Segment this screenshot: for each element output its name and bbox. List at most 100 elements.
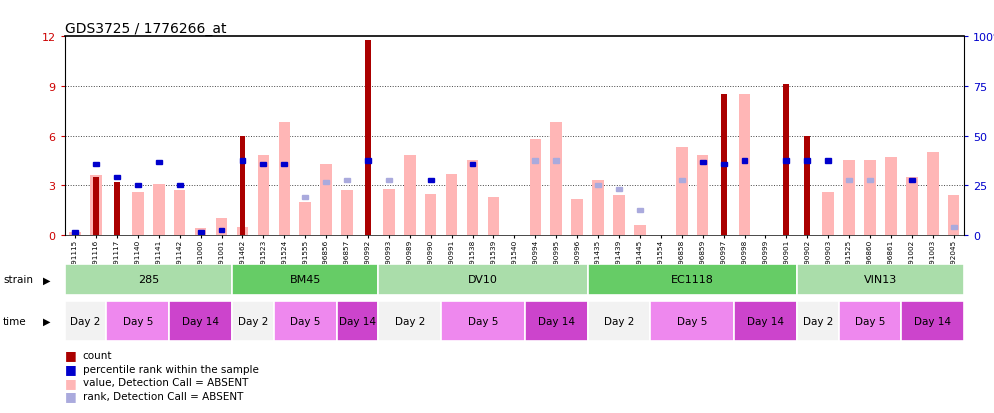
Text: Day 14: Day 14 — [914, 316, 951, 326]
Bar — [337, 301, 379, 341]
Text: count: count — [83, 350, 112, 360]
Bar — [951, 225, 956, 229]
Text: DV10: DV10 — [468, 275, 498, 285]
Bar — [379, 264, 587, 295]
Bar — [93, 162, 99, 166]
Bar — [488, 197, 499, 235]
Bar — [441, 301, 525, 341]
Bar — [260, 162, 266, 166]
Bar — [867, 179, 873, 183]
Bar — [153, 184, 164, 235]
Bar — [299, 202, 311, 235]
Bar — [804, 136, 810, 235]
Bar — [721, 95, 727, 235]
Bar — [132, 192, 143, 235]
Bar — [572, 199, 582, 235]
Bar — [721, 162, 727, 166]
Bar — [169, 301, 232, 341]
Bar — [365, 159, 371, 163]
Bar — [379, 301, 441, 341]
Text: ▶: ▶ — [43, 275, 51, 285]
Bar — [822, 192, 834, 235]
Bar — [797, 264, 964, 295]
Bar — [533, 159, 538, 163]
Bar — [278, 123, 290, 235]
Bar — [323, 180, 329, 185]
Bar — [273, 301, 337, 341]
Bar — [257, 156, 269, 235]
Text: GDS3725 / 1776266_at: GDS3725 / 1776266_at — [65, 22, 226, 36]
Bar — [697, 156, 709, 235]
Bar — [344, 179, 350, 183]
Bar — [232, 264, 379, 295]
Bar — [135, 184, 141, 188]
Text: rank, Detection Call = ABSENT: rank, Detection Call = ABSENT — [83, 391, 243, 401]
Bar — [595, 184, 601, 188]
Bar — [467, 161, 478, 235]
Text: 285: 285 — [137, 275, 159, 285]
Text: BM45: BM45 — [289, 275, 321, 285]
Bar — [114, 183, 120, 235]
Bar — [219, 228, 225, 233]
Bar — [907, 178, 917, 235]
Bar — [676, 148, 688, 235]
Text: Day 2: Day 2 — [395, 316, 425, 326]
Bar — [93, 178, 99, 235]
Bar — [174, 191, 186, 235]
Bar — [216, 219, 228, 235]
Bar — [240, 136, 246, 235]
Bar — [613, 196, 625, 235]
Bar — [554, 159, 560, 163]
Text: Day 14: Day 14 — [746, 316, 784, 326]
Text: Day 14: Day 14 — [182, 316, 219, 326]
Bar — [783, 159, 789, 163]
Bar — [927, 153, 938, 235]
Bar — [525, 301, 587, 341]
Text: ■: ■ — [65, 362, 77, 375]
Bar — [114, 176, 120, 180]
Text: time: time — [3, 316, 27, 326]
Bar — [825, 159, 831, 163]
Bar — [734, 301, 797, 341]
Bar — [446, 174, 457, 235]
Bar — [365, 40, 371, 235]
Bar — [73, 231, 78, 235]
Bar — [804, 159, 810, 163]
Bar — [302, 195, 308, 199]
Text: strain: strain — [3, 275, 33, 285]
Text: Day 14: Day 14 — [538, 316, 575, 326]
Bar — [106, 301, 169, 341]
Bar — [797, 301, 839, 341]
Bar — [551, 123, 562, 235]
Text: EC1118: EC1118 — [671, 275, 714, 285]
Bar — [281, 162, 287, 166]
Bar — [587, 301, 650, 341]
Text: Day 2: Day 2 — [802, 316, 833, 326]
Bar — [846, 179, 852, 183]
Bar — [679, 179, 685, 183]
Bar — [320, 164, 332, 235]
Bar — [616, 187, 622, 191]
Bar — [70, 233, 81, 235]
Bar — [404, 156, 415, 235]
Bar — [65, 301, 106, 341]
Bar — [386, 179, 392, 183]
Text: Day 5: Day 5 — [122, 316, 153, 326]
Bar — [886, 158, 897, 235]
Bar — [237, 227, 248, 235]
Bar — [469, 162, 475, 166]
Text: value, Detection Call = ABSENT: value, Detection Call = ABSENT — [83, 377, 248, 387]
Bar — [90, 176, 101, 235]
Bar — [383, 189, 395, 235]
Text: Day 2: Day 2 — [238, 316, 268, 326]
Text: VIN13: VIN13 — [864, 275, 898, 285]
Bar — [634, 225, 646, 235]
Bar — [195, 229, 207, 235]
Text: ■: ■ — [65, 349, 77, 362]
Bar — [739, 95, 750, 235]
Bar — [902, 301, 964, 341]
Bar — [700, 161, 706, 165]
Text: Day 5: Day 5 — [855, 316, 886, 326]
Bar — [198, 230, 204, 234]
Bar — [177, 184, 183, 188]
